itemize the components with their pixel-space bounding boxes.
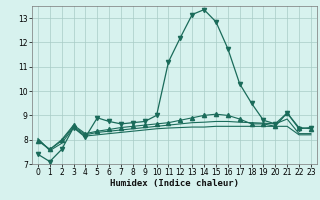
X-axis label: Humidex (Indice chaleur): Humidex (Indice chaleur) <box>110 179 239 188</box>
